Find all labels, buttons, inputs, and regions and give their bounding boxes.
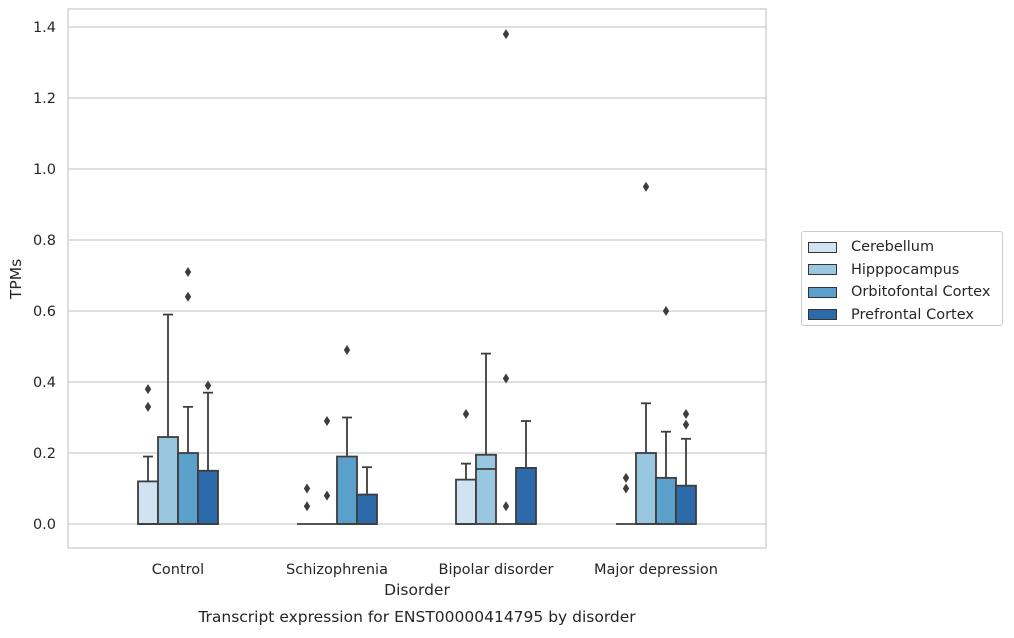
box-hipppocampus <box>317 416 337 525</box>
x-tick-label: Control <box>152 562 204 578</box>
legend-swatch-hippocampus <box>808 264 837 276</box>
box-hipppocampus <box>635 181 657 525</box>
plot-frame <box>67 8 767 549</box>
legend-item-hippocampus: Hipppocampus <box>808 259 1002 282</box>
box-cerebellum <box>297 483 317 525</box>
box-body <box>675 484 697 525</box>
y-tick-label: 1.2 <box>33 91 56 107</box>
box-body <box>475 453 497 525</box>
outlier-point <box>184 291 192 302</box>
box-orbitofontal-cortex <box>496 29 516 525</box>
chart-title: Transcript expression for ENST0000041479… <box>197 608 636 626</box>
legend-label-hippocampus: Hipppocampus <box>851 261 960 278</box>
box-hipppocampus <box>475 352 497 525</box>
box-cerebellum <box>616 472 636 525</box>
outlier-point <box>662 306 670 316</box>
x-axis-label: Disorder <box>384 581 450 599</box>
box-body <box>336 455 358 525</box>
outlier-point <box>323 416 331 427</box>
outlier-point <box>502 373 510 384</box>
outlier-point <box>642 181 650 192</box>
outlier-point <box>682 419 690 430</box>
box-orbitofontal-cortex <box>336 345 358 525</box>
box-body <box>515 467 537 525</box>
box-body <box>137 480 159 525</box>
box-prefrontal-cortex <box>356 466 378 525</box>
box-hipppocampus <box>157 313 179 525</box>
outlier-point <box>682 408 690 419</box>
box-body <box>157 436 179 525</box>
legend-swatch-orbitofrontal-cortex <box>808 286 837 298</box>
box-body <box>455 478 477 525</box>
outlier-point <box>622 472 630 483</box>
outlier-point <box>462 408 470 419</box>
legend-swatch-cerebellum <box>808 241 837 253</box>
box-orbitofontal-cortex <box>177 266 199 525</box>
y-tick-label: 0.4 <box>33 375 56 391</box>
x-tick-label: Bipolar disorder <box>439 562 554 578</box>
box-cerebellum <box>137 384 159 525</box>
box-cerebellum <box>455 408 477 525</box>
legend-item-cerebellum: Cerebellum <box>808 236 1002 259</box>
marks-layer <box>137 29 697 525</box>
box-orbitofontal-cortex <box>655 306 677 525</box>
box-body <box>655 476 677 525</box>
legend-label-orbitofrontal-cortex: Orbitofontal Cortex <box>851 284 991 301</box>
outlier-point <box>144 384 152 395</box>
legend-swatch-prefrontal-cortex <box>808 309 837 321</box>
y-tick-label: 0.2 <box>33 446 56 462</box>
legend-label-cerebellum: Cerebellum <box>851 239 935 256</box>
outlier-point <box>204 380 212 391</box>
outlier-point <box>184 266 192 277</box>
outlier-point <box>502 501 510 512</box>
outlier-point <box>303 483 311 494</box>
box-prefrontal-cortex <box>197 380 219 525</box>
outlier-point <box>343 345 351 356</box>
box-body <box>356 493 378 525</box>
y-tick-label: 0.8 <box>33 233 56 249</box>
y-tick-label: 0.6 <box>33 304 56 320</box>
y-tick-label: 0.0 <box>33 517 56 533</box>
legend-item-orbitofrontal-cortex: Orbitofontal Cortex <box>808 281 1002 304</box>
legend-item-prefrontal-cortex: Prefrontal Cortex <box>808 304 1002 327</box>
y-axis-label: TPMs <box>7 259 25 300</box>
y-tick-label: 1.4 <box>33 20 56 36</box>
box-prefrontal-cortex <box>675 408 697 525</box>
outlier-point <box>622 483 630 494</box>
box-body <box>635 452 657 525</box>
outlier-point <box>323 490 331 501</box>
x-tick-label: Schizophrenia <box>286 562 388 578</box>
outlier-point <box>144 401 152 412</box>
axis-layer: 0.0 0.2 0.4 0.6 0.8 1.0 1.2 1.4 Control Schizophr… <box>33 20 718 578</box>
outlier-point <box>502 29 510 40</box>
y-tick-label: 1.0 <box>33 162 56 178</box>
legend: Cerebellum Hipppocampus Orbitofontal Cor… <box>801 231 1003 326</box>
box-body <box>177 452 199 525</box>
legend-label-prefrontal-cortex: Prefrontal Cortex <box>851 306 974 323</box>
box-prefrontal-cortex <box>515 420 537 525</box>
outlier-point <box>303 501 311 512</box>
box-body <box>197 469 219 525</box>
x-tick-label: Major depression <box>594 562 718 578</box>
